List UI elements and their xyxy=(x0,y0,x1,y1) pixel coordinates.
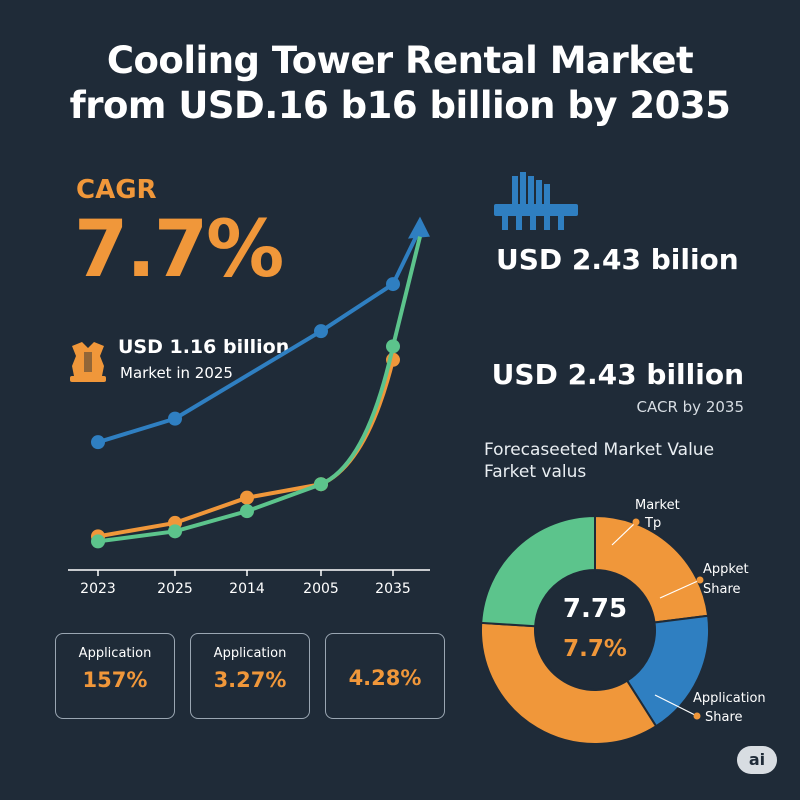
donut-center-percent: 7.7% xyxy=(563,636,627,662)
x-tick-label: 2035 xyxy=(375,581,411,597)
data-point xyxy=(314,324,328,339)
x-tick-label: 2014 xyxy=(229,581,265,597)
donut-slice xyxy=(480,621,658,745)
market-2025-caption: Market in 2025 xyxy=(120,364,233,382)
value-2035-secondary: USD 2.43 billion xyxy=(491,358,744,391)
data-point xyxy=(240,490,254,505)
cagr-label: CAGR xyxy=(76,175,157,205)
cooling-plant-icon xyxy=(494,172,578,230)
donut-label-tp: Tp xyxy=(645,516,662,531)
donut-slice xyxy=(480,514,596,628)
stat-card-label: Application xyxy=(78,646,152,661)
data-point xyxy=(168,411,182,426)
stat-card-value: 4.28% xyxy=(348,666,422,690)
donut-label-application: Application xyxy=(693,691,766,706)
data-point xyxy=(386,277,400,292)
x-tick-label: 2023 xyxy=(80,581,116,597)
data-point xyxy=(240,504,254,519)
value-2035-headline: USD 2.43 bilion xyxy=(496,243,739,276)
stat-card-value: 157% xyxy=(82,668,148,692)
series-line xyxy=(97,227,422,445)
donut-chart xyxy=(480,514,710,745)
title-line-2: from USD.16 b16 billion by 2035 xyxy=(69,84,731,127)
forecast-title: Forecaseeted Market Value xyxy=(484,440,715,460)
data-point xyxy=(91,435,105,450)
page-title: Cooling Tower Rental Market from USD.16 … xyxy=(0,38,800,128)
arrow-head xyxy=(408,216,430,239)
cagr-value: 7.7% xyxy=(74,205,284,295)
stat-card: 4.28% xyxy=(325,633,445,719)
data-point xyxy=(91,534,105,549)
stat-card: Application 157% xyxy=(55,633,175,719)
x-tick-label: 2025 xyxy=(157,581,193,597)
value-2035-caption: CACR by 2035 xyxy=(636,398,744,416)
data-point xyxy=(386,339,400,354)
market-2025-value: USD 1.16 billion xyxy=(118,336,290,358)
donut-label-appket: Appket xyxy=(703,562,749,577)
donut-label-market: Market xyxy=(635,498,680,513)
stat-card-label: Application xyxy=(213,646,287,661)
cooling-tower-icon xyxy=(70,342,106,382)
ai-badge: ai xyxy=(737,746,777,774)
x-tick-label: 2005 xyxy=(303,581,339,597)
donut-center-value: 7.75 xyxy=(562,594,628,624)
stat-card: Application 3.27% xyxy=(190,633,310,719)
data-point xyxy=(314,477,328,492)
donut-label-share: Share xyxy=(703,582,741,597)
donut-label-share-2: Share xyxy=(705,710,743,725)
title-line-1: Cooling Tower Rental Market xyxy=(106,39,694,82)
stat-card-value: 3.27% xyxy=(213,668,287,692)
data-point xyxy=(168,524,182,539)
forecast-subtitle: Farket valus xyxy=(484,462,587,482)
